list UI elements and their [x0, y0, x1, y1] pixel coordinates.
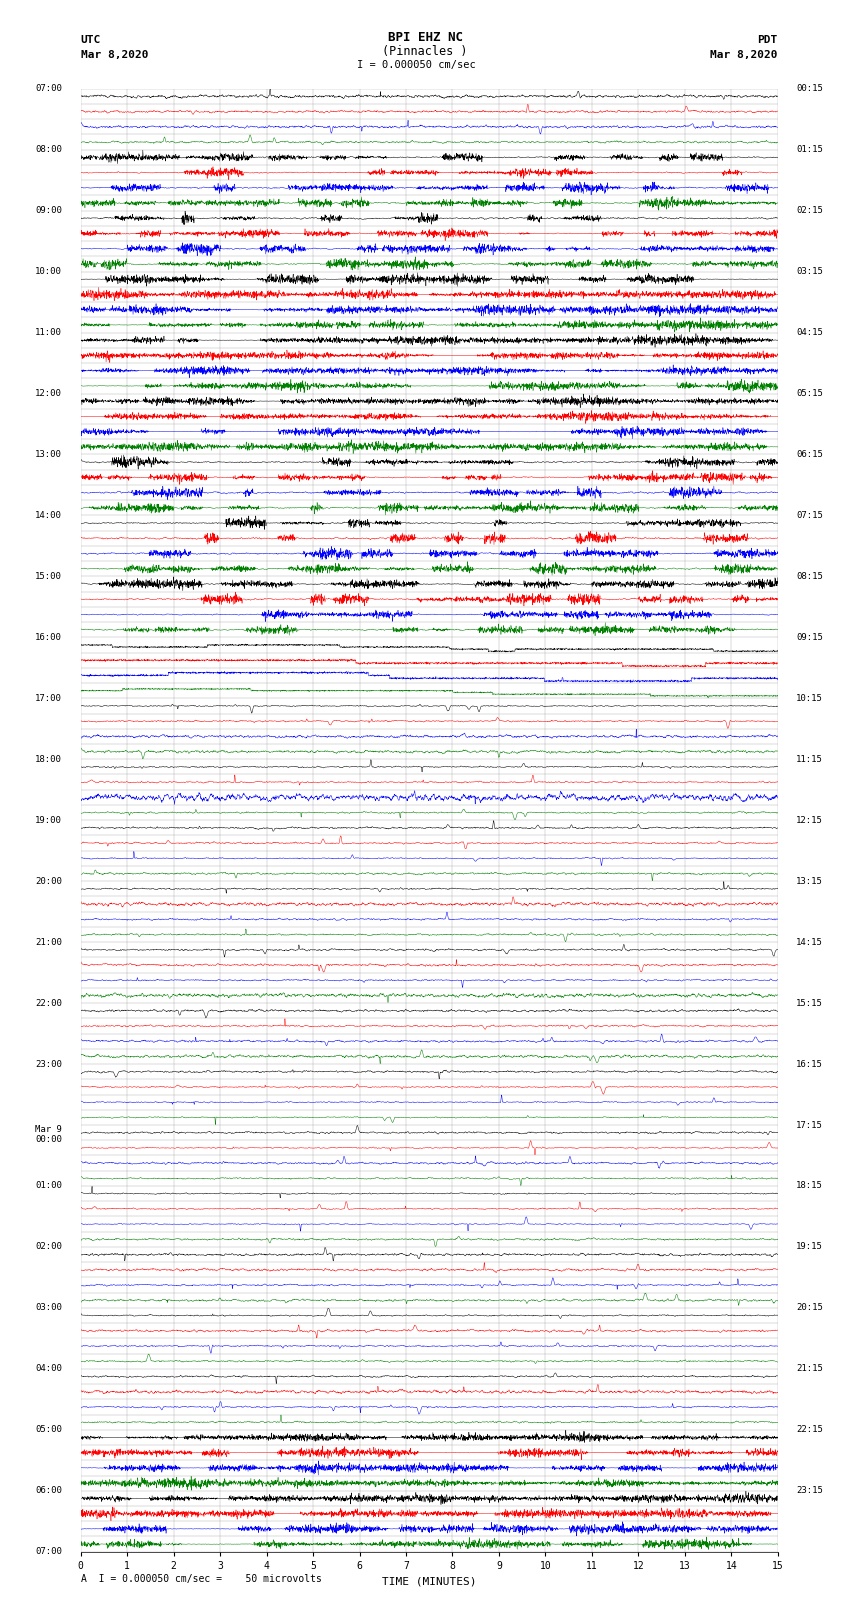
Text: 19:15: 19:15	[796, 1242, 823, 1252]
Text: (Pinnacles ): (Pinnacles )	[382, 45, 468, 58]
Text: 17:15: 17:15	[796, 1121, 823, 1129]
Text: 15:15: 15:15	[796, 998, 823, 1008]
Text: 01:15: 01:15	[796, 145, 823, 155]
Text: 18:15: 18:15	[796, 1181, 823, 1190]
Text: 09:00: 09:00	[36, 206, 62, 215]
Text: 14:00: 14:00	[36, 511, 62, 519]
Text: 14:15: 14:15	[796, 937, 823, 947]
Text: 23:15: 23:15	[796, 1486, 823, 1495]
Text: 08:15: 08:15	[796, 573, 823, 581]
Text: 18:00: 18:00	[36, 755, 62, 763]
Text: BPI EHZ NC: BPI EHZ NC	[388, 31, 462, 44]
Text: 16:15: 16:15	[796, 1060, 823, 1068]
Text: 22:15: 22:15	[796, 1426, 823, 1434]
Text: 13:15: 13:15	[796, 877, 823, 886]
Text: UTC: UTC	[81, 35, 101, 45]
Text: 13:00: 13:00	[36, 450, 62, 460]
Text: Mar 8,2020: Mar 8,2020	[711, 50, 778, 60]
Text: 22:00: 22:00	[36, 998, 62, 1008]
Text: 04:00: 04:00	[36, 1365, 62, 1373]
Text: 09:15: 09:15	[796, 632, 823, 642]
Text: 03:15: 03:15	[796, 268, 823, 276]
Text: 06:00: 06:00	[36, 1486, 62, 1495]
Text: 21:15: 21:15	[796, 1365, 823, 1373]
Text: 00:15: 00:15	[796, 84, 823, 94]
Text: 05:00: 05:00	[36, 1426, 62, 1434]
Text: 10:00: 10:00	[36, 268, 62, 276]
Text: Mar 8,2020: Mar 8,2020	[81, 50, 148, 60]
Text: 23:00: 23:00	[36, 1060, 62, 1068]
Text: 11:15: 11:15	[796, 755, 823, 763]
Text: 15:00: 15:00	[36, 573, 62, 581]
Text: PDT: PDT	[757, 35, 778, 45]
Text: 19:00: 19:00	[36, 816, 62, 824]
Text: 01:00: 01:00	[36, 1181, 62, 1190]
Text: 07:00: 07:00	[36, 1547, 62, 1557]
X-axis label: TIME (MINUTES): TIME (MINUTES)	[382, 1576, 477, 1586]
Text: 11:00: 11:00	[36, 327, 62, 337]
Text: 04:15: 04:15	[796, 327, 823, 337]
Text: 20:15: 20:15	[796, 1303, 823, 1313]
Text: 03:00: 03:00	[36, 1303, 62, 1313]
Text: 05:15: 05:15	[796, 389, 823, 398]
Text: 06:15: 06:15	[796, 450, 823, 460]
Text: 02:00: 02:00	[36, 1242, 62, 1252]
Text: 16:00: 16:00	[36, 632, 62, 642]
Text: 17:00: 17:00	[36, 694, 62, 703]
Text: 12:00: 12:00	[36, 389, 62, 398]
Text: Mar 9
00:00: Mar 9 00:00	[36, 1124, 62, 1144]
Text: 21:00: 21:00	[36, 937, 62, 947]
Text: 07:15: 07:15	[796, 511, 823, 519]
Text: I = 0.000050 cm/sec: I = 0.000050 cm/sec	[357, 60, 476, 69]
Text: 02:15: 02:15	[796, 206, 823, 215]
Text: 12:15: 12:15	[796, 816, 823, 824]
Text: 07:00: 07:00	[36, 84, 62, 94]
Text: 08:00: 08:00	[36, 145, 62, 155]
Text: 10:15: 10:15	[796, 694, 823, 703]
Text: A  I = 0.000050 cm/sec =    50 microvolts: A I = 0.000050 cm/sec = 50 microvolts	[81, 1574, 321, 1584]
Text: 20:00: 20:00	[36, 877, 62, 886]
